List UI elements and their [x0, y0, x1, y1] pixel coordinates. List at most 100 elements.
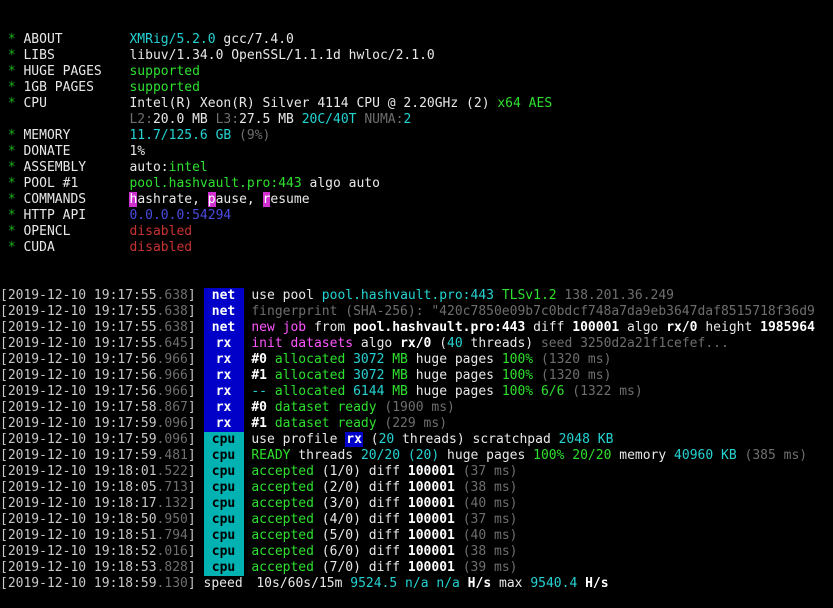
banner-row-donate: * DONATE 1%: [0, 144, 833, 160]
log-timestamp-ms: .638: [156, 288, 188, 303]
banner-row-http-api: * HTTP API 0.0.0.0:54294: [0, 208, 833, 224]
log-message-part: #1: [251, 368, 267, 383]
banner-value-5: 20C/40T: [293, 112, 357, 127]
log-message-part: rx/0: [666, 320, 698, 335]
log-message-part: threads): [394, 432, 465, 447]
log-message-part: 100%: [501, 368, 534, 383]
log-channel-tag: cpu: [203, 528, 244, 544]
log-row: [2019-12-10 19:18:17.132] cpu accepted (…: [0, 496, 833, 512]
bullet-icon: *: [0, 176, 24, 191]
log-message-part: #0: [251, 400, 267, 415]
log-message-part: huge pages: [407, 384, 502, 399]
log-row: [2019-12-10 19:17:55.638] net use pool p…: [0, 288, 833, 304]
log-message-part: allocated: [267, 384, 354, 399]
log-message-part: 100001: [407, 560, 455, 575]
banner-value-1: 11.7/125.6 GB: [129, 128, 232, 143]
log-message-part: huge pages: [407, 352, 502, 367]
log-message-part: (40 ms): [454, 528, 518, 543]
log-message-part: (4/0): [313, 512, 361, 527]
log-timestamp-close: ]: [187, 416, 204, 431]
banner-label: LIBS: [23, 48, 55, 63]
log-message-part: 100%: [501, 384, 534, 399]
log-message-part: allocated: [267, 352, 354, 367]
log-timestamp-ms: .132: [156, 496, 188, 511]
banner-value-3: p: [207, 192, 216, 207]
log-timestamp: [2019-12-10 19:17:55: [0, 288, 157, 303]
banner-value-3: L3:: [207, 112, 240, 127]
log-message-part: 9540.4: [530, 576, 578, 591]
banner-label: CPU: [23, 96, 47, 111]
log-timestamp-ms: .638: [156, 304, 188, 319]
bullet-icon: *: [0, 80, 24, 95]
banner-row-memory: * MEMORY 11.7/125.6 GB (9%): [0, 128, 833, 144]
log-row: [2019-12-10 19:18:50.950] cpu accepted (…: [0, 512, 833, 528]
log-row: [2019-12-10 19:18:01.522] cpu accepted (…: [0, 464, 833, 480]
log-gap: [244, 528, 252, 543]
log-message-part: threads: [290, 448, 361, 463]
log-row: [2019-12-10 19:17:55.645] rx init datase…: [0, 336, 833, 352]
banner-label: POOL #1: [23, 176, 79, 191]
log-message-part: rx/0: [400, 336, 432, 351]
log-message-part: 100001: [407, 544, 455, 559]
log-channel-tag: rx: [203, 416, 244, 432]
log-row: [2019-12-10 19:17:56.966] rx #0 allocate…: [0, 352, 833, 368]
log-message-part: n/a n/a: [397, 576, 460, 591]
log-message-part: (1322 ms): [564, 384, 643, 399]
log-gap: [244, 544, 252, 559]
log-channel-tag: cpu: [203, 560, 244, 576]
log-message-part: diff: [525, 320, 573, 335]
banner-value-1: disabled: [129, 240, 193, 255]
log-message-part: 40960 KB: [674, 448, 737, 463]
log-message-part: use pool: [251, 288, 322, 303]
bullet-icon: [0, 112, 23, 127]
log-timestamp-close: ]: [187, 384, 204, 399]
log-timestamp-ms: .638: [156, 320, 188, 335]
banner-label: DONATE: [23, 144, 71, 159]
log-channel-tag: cpu: [203, 480, 244, 496]
log-timestamp-ms: .096: [156, 432, 188, 447]
log-timestamp: [2019-12-10 19:17:59: [0, 448, 157, 463]
log-message-part: use profile: [251, 432, 346, 447]
log-row: [2019-12-10 19:17:59.096] cpu use profil…: [0, 432, 833, 448]
log-message-part: (38 ms): [454, 480, 518, 495]
bullet-icon: *: [0, 208, 24, 223]
log-message-part: (7/0): [313, 560, 361, 575]
log-message-part: 100001: [407, 464, 455, 479]
log-timestamp: [2019-12-10 19:18:05: [0, 480, 157, 495]
log-message-part: MB: [384, 352, 408, 367]
terminal-window[interactable]: * ABOUT XMRig/5.2.0 gcc/7.4.0 * LIBS libuv…: [0, 0, 833, 591]
log-message-part: (2/0): [313, 480, 361, 495]
banner-row-huge-pages: * HUGE PAGES supported: [0, 64, 833, 80]
banner-value-6: esume: [270, 192, 310, 207]
log-channel-tag: cpu: [203, 496, 244, 512]
log-channel-tag: rx: [203, 352, 244, 368]
log-message-part: (1320 ms): [533, 352, 612, 367]
log-message-part: huge pages: [407, 368, 502, 383]
banner-value-1: 0.0.0.0:54294: [129, 208, 232, 223]
banner-value-1: 1%: [129, 144, 146, 159]
log-message-part: 20: [378, 432, 395, 447]
log-channel-tag: net: [203, 288, 244, 304]
log-timestamp-ms: .828: [156, 560, 188, 575]
log-message-part: pool.hashvault.pro:443: [321, 288, 494, 303]
log-message-part: seed 3250d2a21f1cefef...: [533, 336, 729, 351]
banner-row-continuation: L2:20.0 MB L3:27.5 MB 20C/40T NUMA:2: [0, 112, 833, 128]
log-channel-tag: net: [203, 304, 244, 320]
log-timestamp-ms: .481: [156, 448, 188, 463]
bullet-icon: *: [0, 96, 24, 111]
log-timestamp-close: ]: [187, 368, 204, 383]
banner-label: OPENCL: [23, 224, 71, 239]
banner-value-1: Intel(R) Xeon(R) Silver 4114 CPU @ 2.20G…: [129, 96, 459, 111]
banner-row-commands: * COMMANDS hashrate, pause, resume: [0, 192, 833, 208]
log-message-part: (1320 ms): [533, 368, 612, 383]
log-channel-tag: net: [203, 320, 244, 336]
log-timestamp-close: ]: [187, 432, 204, 447]
log-message-part: threads): [462, 336, 534, 351]
log-timestamp: [2019-12-10 19:17:59: [0, 416, 157, 431]
bullet-icon: *: [0, 32, 24, 47]
log-timestamp-ms: .713: [156, 480, 188, 495]
log-message-part: 9524.5: [350, 576, 398, 591]
log-timestamp-ms: .966: [156, 384, 188, 399]
banner-row-assembly: * ASSEMBLY auto:intel: [0, 160, 833, 176]
bullet-icon: *: [0, 128, 24, 143]
